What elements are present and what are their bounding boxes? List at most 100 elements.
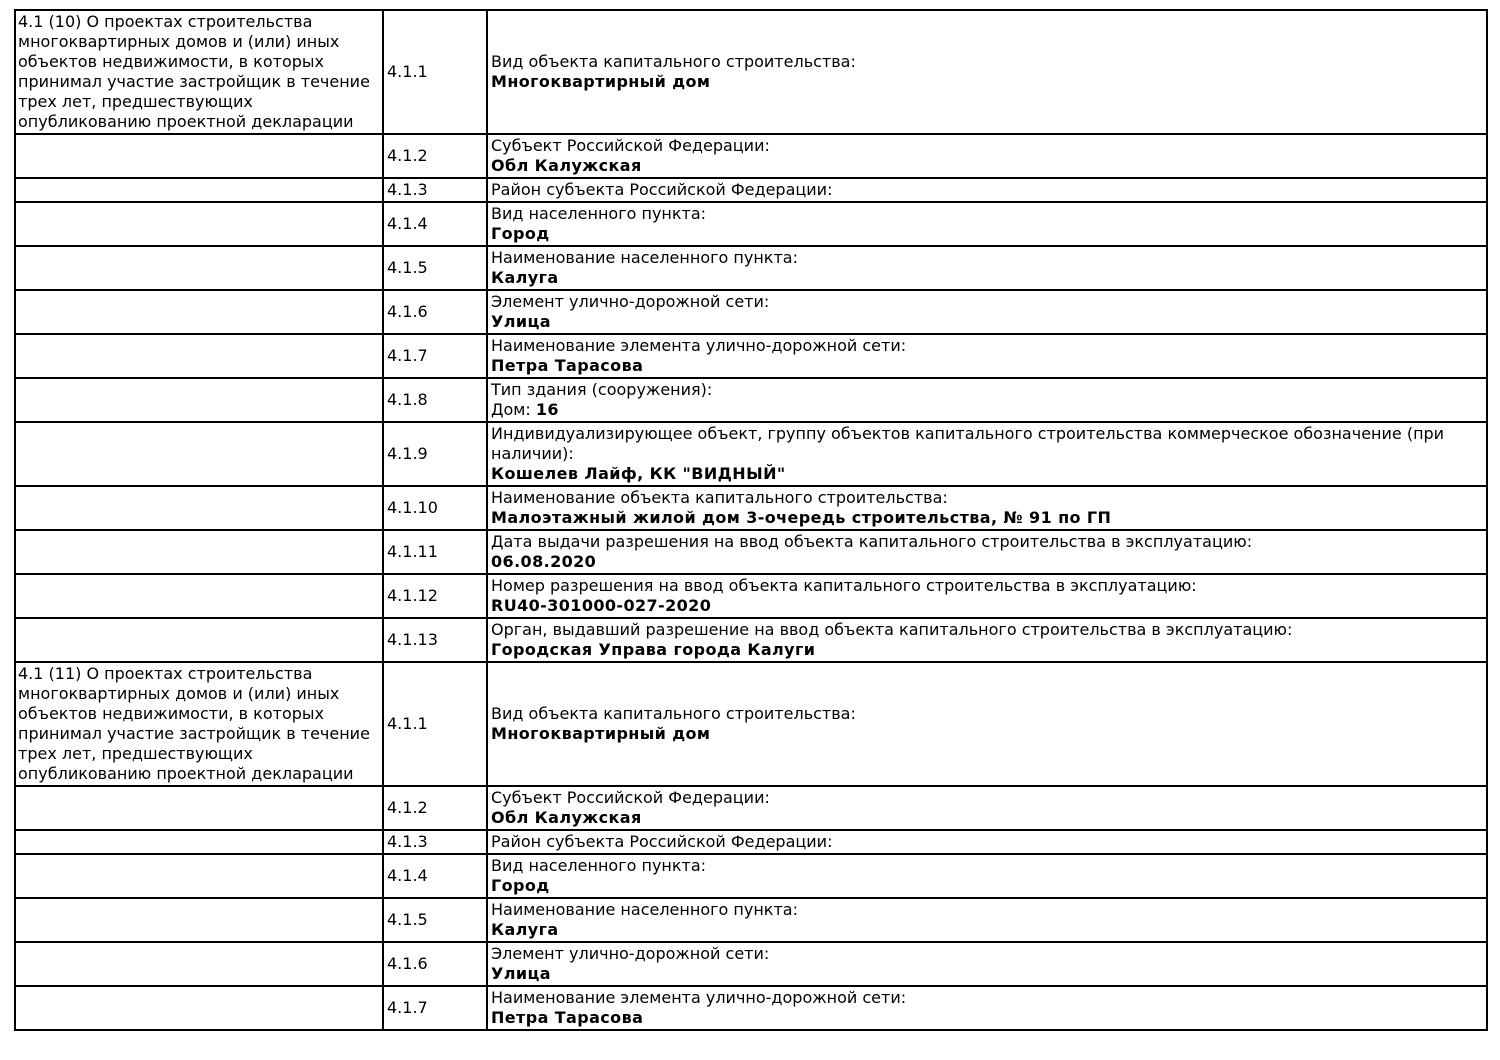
row-content-cell: Район субъекта Российской Федерации: xyxy=(486,177,1488,203)
field-label: Наименование элемента улично-дорожной се… xyxy=(491,988,907,1007)
row-content-cell: Элемент улично-дорожной сети: Улица xyxy=(486,941,1488,987)
field-label: Орган, выдавший разрешение на ввод объек… xyxy=(491,620,1293,639)
table-row: 4.1.12 Номер разрешения на ввод объекта к… xyxy=(14,573,1488,619)
declaration-table: 4.1 (10) О проектах строительства многок… xyxy=(14,9,1488,1031)
row-content-cell: Наименование населенного пункта: Калуга xyxy=(486,245,1488,291)
section-description-cell: 4.1 (10) О проектах строительства многок… xyxy=(14,9,384,135)
field-value-prefix: Дом: xyxy=(491,400,536,419)
row-code: 4.1.9 xyxy=(382,421,488,487)
field-value: Петра Тарасова xyxy=(491,356,644,375)
field-value-line: Обл Калужская xyxy=(491,156,1480,176)
section-description-empty-cell xyxy=(14,829,384,855)
row-content-cell: Субъект Российской Федерации: Обл Калужск… xyxy=(486,785,1488,831)
section-description-empty-cell xyxy=(14,245,384,291)
field-value: Малоэтажный жилой дом 3-очередь строител… xyxy=(491,508,1112,527)
table-row: 4.1.8 Тип здания (сооружения): Дом: 16 xyxy=(14,377,1488,423)
field-value: Городская Управа города Калуги xyxy=(491,640,816,659)
field-label: Тип здания (сооружения): xyxy=(491,380,713,399)
field-value: Обл Калужская xyxy=(491,156,642,175)
field-value: RU40-301000-027-2020 xyxy=(491,596,712,615)
row-code: 4.1.2 xyxy=(382,133,488,179)
row-code: 4.1.13 xyxy=(382,617,488,663)
row-content-cell: Дата выдачи разрешения на ввод объекта к… xyxy=(486,529,1488,575)
table-row: 4.1 (10) О проектах строительства многок… xyxy=(14,9,1488,135)
section-description-empty-cell xyxy=(14,985,384,1031)
table-row: 4.1.3 Район субъекта Российской Федерации… xyxy=(14,829,1488,855)
section-description-empty-cell xyxy=(14,333,384,379)
field-label: Вид объекта капитального строительства: xyxy=(491,52,856,71)
table-row: 4.1.2 Субъект Российской Федерации: Обл Ка… xyxy=(14,133,1488,179)
section-description-empty-cell xyxy=(14,573,384,619)
section-description-cell: 4.1 (11) О проектах строительства многок… xyxy=(14,661,384,787)
row-content-cell: Наименование элемента улично-дорожной се… xyxy=(486,985,1488,1031)
field-label: Вид населенного пункта: xyxy=(491,856,707,875)
field-value-line: Город xyxy=(491,876,1480,896)
field-value: Многоквартирный дом xyxy=(491,72,711,91)
table-row: 4.1 (11) О проектах строительства многок… xyxy=(14,661,1488,787)
field-label: Вид населенного пункта: xyxy=(491,204,707,223)
field-value-line: Многоквартирный дом xyxy=(491,72,1480,92)
row-code: 4.1.3 xyxy=(382,829,488,855)
field-value: Город xyxy=(491,876,550,895)
field-value-line: Обл Калужская xyxy=(491,808,1480,828)
row-content-cell: Субъект Российской Федерации: Обл Калужск… xyxy=(486,133,1488,179)
row-code: 4.1.5 xyxy=(382,897,488,943)
field-label: Наименование населенного пункта: xyxy=(491,248,798,267)
row-code: 4.1.7 xyxy=(382,985,488,1031)
table-row: 4.1.2 Субъект Российской Федерации: Обл Ка… xyxy=(14,785,1488,831)
row-content-cell: Элемент улично-дорожной сети: Улица xyxy=(486,289,1488,335)
field-label: Субъект Российской Федерации: xyxy=(491,136,770,155)
row-code: 4.1.3 xyxy=(382,177,488,203)
row-code: 4.1.1 xyxy=(382,661,488,787)
field-value: Улица xyxy=(491,312,551,331)
section-description-empty-cell xyxy=(14,201,384,247)
field-value-line: Улица xyxy=(491,312,1480,332)
row-code: 4.1.12 xyxy=(382,573,488,619)
row-code: 4.1.8 xyxy=(382,377,488,423)
row-content-cell: Наименование населенного пункта: Калуга xyxy=(486,897,1488,943)
table-row: 4.1.11 Дата выдачи разрешения на ввод объ… xyxy=(14,529,1488,575)
field-label: Наименование населенного пункта: xyxy=(491,900,798,919)
field-value-line: Петра Тарасова xyxy=(491,356,1480,376)
field-value-line: Петра Тарасова xyxy=(491,1008,1480,1028)
field-label: Элемент улично-дорожной сети: xyxy=(491,944,770,963)
table-row: 4.1.5 Наименование населенного пункта: Кал… xyxy=(14,897,1488,943)
table-row: 4.1.13 Орган, выдавший разрешение на ввод… xyxy=(14,617,1488,663)
field-value-line: Город xyxy=(491,224,1480,244)
field-value: Улица xyxy=(491,964,551,983)
row-code: 4.1.6 xyxy=(382,289,488,335)
field-value-line: Городская Управа города Калуги xyxy=(491,640,1480,660)
section-description-empty-cell xyxy=(14,785,384,831)
field-label: Вид объекта капитального строительства: xyxy=(491,704,856,723)
field-value: Многоквартирный дом xyxy=(491,724,711,743)
field-value-line: RU40-301000-027-2020 xyxy=(491,596,1480,616)
section-description-empty-cell xyxy=(14,377,384,423)
section-description-empty-cell xyxy=(14,289,384,335)
field-value-line: Многоквартирный дом xyxy=(491,724,1480,744)
field-label: Наименование элемента улично-дорожной се… xyxy=(491,336,907,355)
row-content-cell: Вид объекта капитального строительства: М… xyxy=(486,9,1488,135)
section-description-empty-cell xyxy=(14,897,384,943)
field-label: Элемент улично-дорожной сети: xyxy=(491,292,770,311)
table-row: 4.1.5 Наименование населенного пункта: Кал… xyxy=(14,245,1488,291)
field-value-line: Малоэтажный жилой дом 3-очередь строител… xyxy=(491,508,1480,528)
table-row: 4.1.6 Элемент улично-дорожной сети: Улица xyxy=(14,941,1488,987)
section-description-empty-cell xyxy=(14,485,384,531)
field-value-line: Калуга xyxy=(491,268,1480,288)
row-content-cell: Индивидуализирующее объект, группу объек… xyxy=(486,421,1488,487)
field-value: 16 xyxy=(535,400,559,419)
field-value: 06.08.2020 xyxy=(491,552,597,571)
table-row: 4.1.6 Элемент улично-дорожной сети: Улица xyxy=(14,289,1488,335)
row-content-cell: Наименование объекта капитального строит… xyxy=(486,485,1488,531)
section-description-empty-cell xyxy=(14,529,384,575)
section-description-empty-cell xyxy=(14,421,384,487)
field-value-line: Кошелев Лайф, КК "ВИДНЫЙ" xyxy=(491,464,1480,484)
table-row: 4.1.4 Вид населенного пункта: Город xyxy=(14,853,1488,899)
section-description-empty-cell xyxy=(14,617,384,663)
row-content-cell: Тип здания (сооружения): Дом: 16 xyxy=(486,377,1488,423)
declaration-table-body: 4.1 (10) О проектах строительства многок… xyxy=(14,9,1488,1031)
field-label: Район субъекта Российской Федерации: xyxy=(491,180,833,199)
table-row: 4.1.9 Индивидуализирующее объект, группу … xyxy=(14,421,1488,487)
section-description-empty-cell xyxy=(14,853,384,899)
